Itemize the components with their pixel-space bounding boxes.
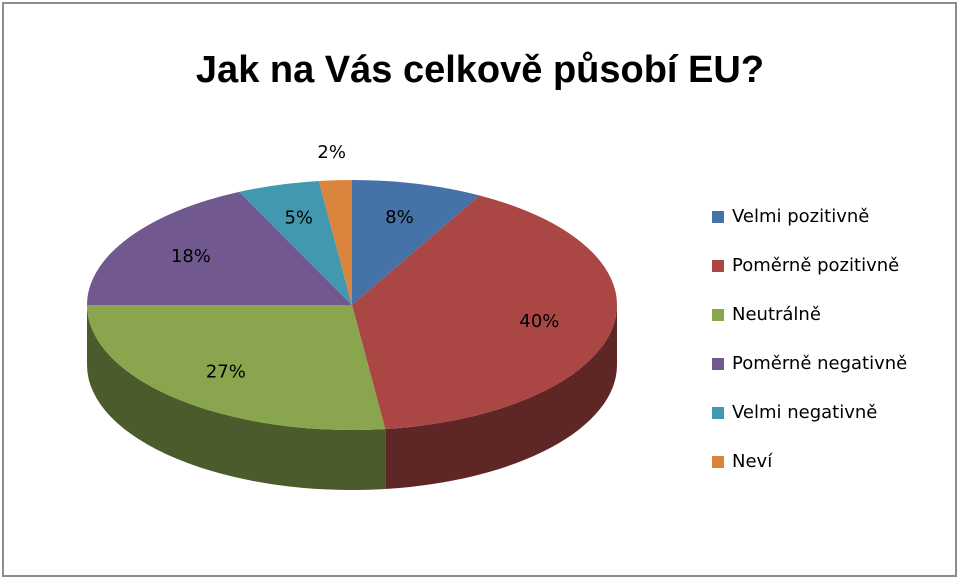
- pie-side: [87, 305, 386, 490]
- legend-label: Neutrálně: [732, 304, 821, 325]
- data-label: 40%: [519, 311, 559, 332]
- legend-label: Neví: [732, 451, 773, 472]
- pie-slice: [87, 191, 352, 305]
- pie-slice: [352, 195, 618, 430]
- legend-label: Velmi pozitivně: [732, 206, 869, 227]
- legend-swatch: [712, 407, 724, 419]
- pie-slice: [239, 180, 352, 305]
- legend-swatch: [712, 456, 724, 468]
- data-label: 2%: [317, 142, 346, 163]
- legend-swatch: [712, 211, 724, 223]
- legend-label: Velmi negativně: [732, 402, 877, 423]
- data-label: 5%: [284, 208, 313, 229]
- pie-slice: [352, 180, 480, 305]
- pie-side: [385, 305, 617, 490]
- chart-title: Jak na Vás celkově působí EU?: [196, 49, 764, 91]
- pie-slice: [87, 305, 386, 430]
- legend-label: Poměrně pozitivně: [732, 255, 899, 276]
- legend-swatch: [712, 358, 724, 370]
- legend-swatch: [712, 309, 724, 321]
- data-label: 18%: [171, 246, 211, 267]
- data-label: 8%: [385, 207, 414, 228]
- data-label: 27%: [206, 362, 246, 383]
- pie-slice: [318, 180, 352, 305]
- legend-swatch: [712, 260, 724, 272]
- legend-label: Poměrně negativně: [732, 353, 907, 374]
